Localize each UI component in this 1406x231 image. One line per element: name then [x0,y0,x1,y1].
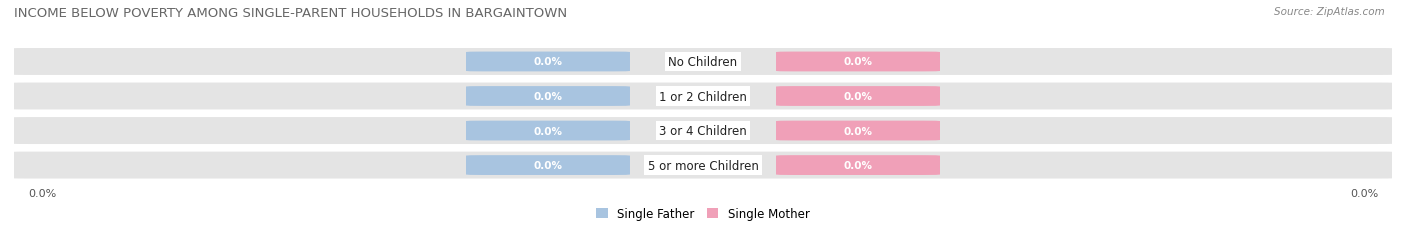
Text: 0.0%: 0.0% [844,92,873,102]
Text: 3 or 4 Children: 3 or 4 Children [659,125,747,137]
Text: INCOME BELOW POVERTY AMONG SINGLE-PARENT HOUSEHOLDS IN BARGAINTOWN: INCOME BELOW POVERTY AMONG SINGLE-PARENT… [14,7,567,20]
Text: 0.0%: 0.0% [533,160,562,170]
FancyBboxPatch shape [776,87,941,106]
FancyBboxPatch shape [7,118,1399,144]
Text: 0.0%: 0.0% [533,92,562,102]
Text: 0.0%: 0.0% [533,57,562,67]
Text: 0.0%: 0.0% [533,126,562,136]
Text: 0.0%: 0.0% [844,126,873,136]
FancyBboxPatch shape [465,155,630,175]
FancyBboxPatch shape [465,87,630,106]
FancyBboxPatch shape [776,52,941,72]
Text: No Children: No Children [668,56,738,69]
FancyBboxPatch shape [776,155,941,175]
Legend: Single Father, Single Mother: Single Father, Single Mother [592,203,814,225]
FancyBboxPatch shape [7,152,1399,179]
Text: 1 or 2 Children: 1 or 2 Children [659,90,747,103]
FancyBboxPatch shape [7,49,1399,76]
Text: 0.0%: 0.0% [1350,188,1378,198]
FancyBboxPatch shape [7,83,1399,110]
FancyBboxPatch shape [776,121,941,141]
FancyBboxPatch shape [465,52,630,72]
Text: 5 or more Children: 5 or more Children [648,159,758,172]
Text: Source: ZipAtlas.com: Source: ZipAtlas.com [1274,7,1385,17]
Text: 0.0%: 0.0% [28,188,56,198]
FancyBboxPatch shape [465,121,630,141]
Text: 0.0%: 0.0% [844,160,873,170]
Text: 0.0%: 0.0% [844,57,873,67]
